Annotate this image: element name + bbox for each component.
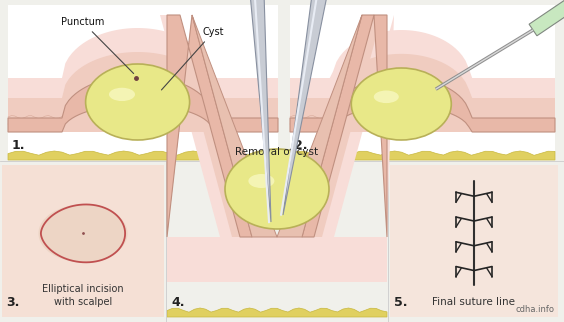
Polygon shape — [302, 15, 387, 237]
Polygon shape — [302, 15, 387, 237]
Polygon shape — [192, 15, 362, 237]
Text: Cyst: Cyst — [161, 27, 224, 90]
Polygon shape — [290, 54, 555, 132]
Polygon shape — [167, 237, 387, 282]
Text: 5.: 5. — [394, 296, 408, 309]
Polygon shape — [8, 52, 278, 132]
Ellipse shape — [225, 149, 329, 229]
FancyBboxPatch shape — [390, 165, 558, 317]
Ellipse shape — [248, 174, 275, 188]
Ellipse shape — [86, 64, 190, 140]
Polygon shape — [160, 15, 252, 237]
Ellipse shape — [38, 204, 127, 262]
Text: 4.: 4. — [171, 296, 184, 309]
FancyBboxPatch shape — [8, 5, 278, 160]
Text: 2.: 2. — [294, 139, 307, 152]
Polygon shape — [290, 77, 555, 132]
Polygon shape — [290, 151, 555, 160]
Polygon shape — [167, 15, 252, 237]
Ellipse shape — [109, 88, 135, 101]
Text: Removal of cyst: Removal of cyst — [235, 147, 319, 157]
Polygon shape — [290, 30, 555, 132]
Polygon shape — [8, 28, 278, 132]
Text: Punctum: Punctum — [61, 17, 134, 73]
Text: cdha.info: cdha.info — [516, 305, 555, 314]
Text: 1.: 1. — [12, 139, 25, 152]
Polygon shape — [283, 0, 330, 215]
Text: Elliptical incision
with scalpel: Elliptical incision with scalpel — [42, 284, 124, 307]
Polygon shape — [529, 0, 564, 36]
FancyBboxPatch shape — [290, 5, 555, 160]
Ellipse shape — [351, 68, 451, 140]
FancyBboxPatch shape — [2, 165, 164, 317]
Text: 3.: 3. — [6, 296, 19, 309]
Polygon shape — [167, 308, 387, 317]
Polygon shape — [8, 151, 278, 160]
Polygon shape — [167, 15, 252, 237]
Polygon shape — [247, 0, 271, 222]
Polygon shape — [8, 75, 278, 132]
Polygon shape — [302, 15, 394, 237]
Ellipse shape — [374, 90, 399, 103]
Text: Final suture line: Final suture line — [433, 297, 515, 307]
